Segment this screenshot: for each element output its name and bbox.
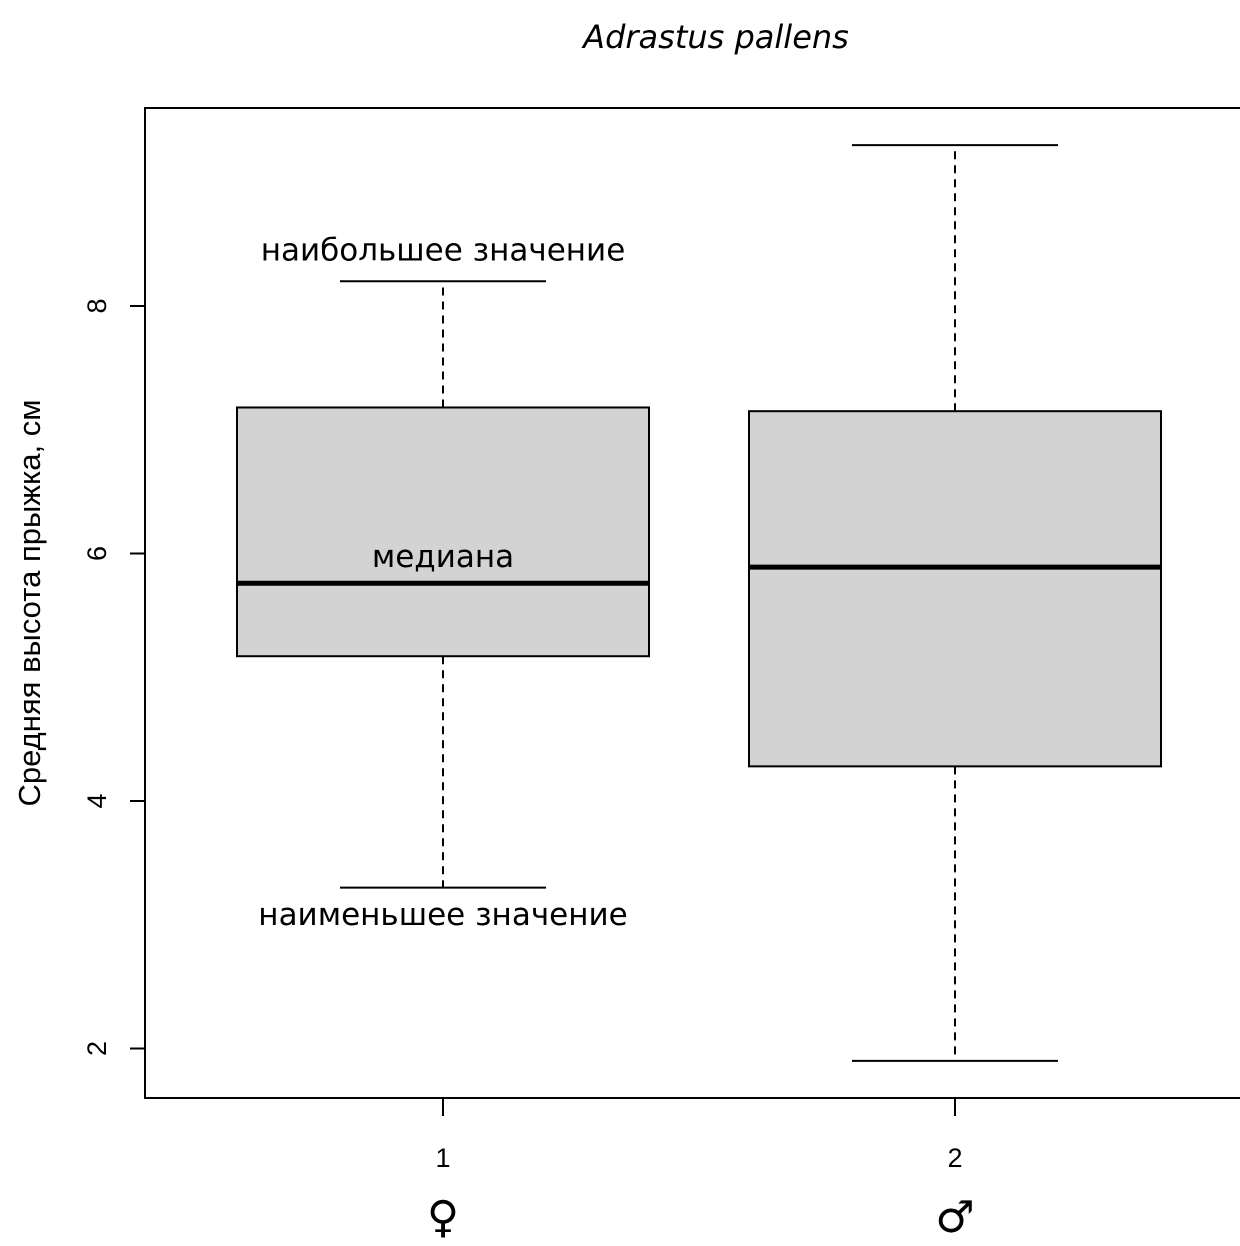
plot-frame bbox=[144, 107, 1240, 1099]
interquartile-box bbox=[236, 406, 650, 658]
min-annotation: наименьшее значение bbox=[258, 897, 627, 933]
y-axis: 2 4 6 8 bbox=[82, 298, 145, 1056]
y-tick-label: 2 bbox=[82, 1041, 112, 1056]
x-tick-label: 1 bbox=[435, 1143, 450, 1173]
x-axis: 1 ♀ 2 ♂ bbox=[427, 1098, 975, 1243]
annotations: наибольшее значение медиана наименьшее зна… bbox=[258, 232, 627, 933]
x-tick-label: 2 bbox=[947, 1143, 962, 1173]
y-axis-label: Средняя высота прыжка, см bbox=[12, 399, 47, 806]
box-2 bbox=[748, 144, 1162, 1062]
male-symbol: ♂ bbox=[935, 1192, 974, 1243]
boxes bbox=[236, 144, 1162, 1062]
interquartile-box bbox=[748, 410, 1162, 768]
y-tick-label: 8 bbox=[82, 298, 112, 313]
max-annotation: наибольшее значение bbox=[261, 232, 626, 268]
median-annotation: медиана bbox=[372, 539, 514, 575]
y-tick-label: 4 bbox=[82, 793, 112, 808]
y-tick-label: 6 bbox=[82, 546, 112, 561]
female-symbol: ♀ bbox=[427, 1192, 459, 1243]
box-1 bbox=[236, 280, 650, 889]
chart-title: Adrastus pallens bbox=[581, 18, 849, 56]
